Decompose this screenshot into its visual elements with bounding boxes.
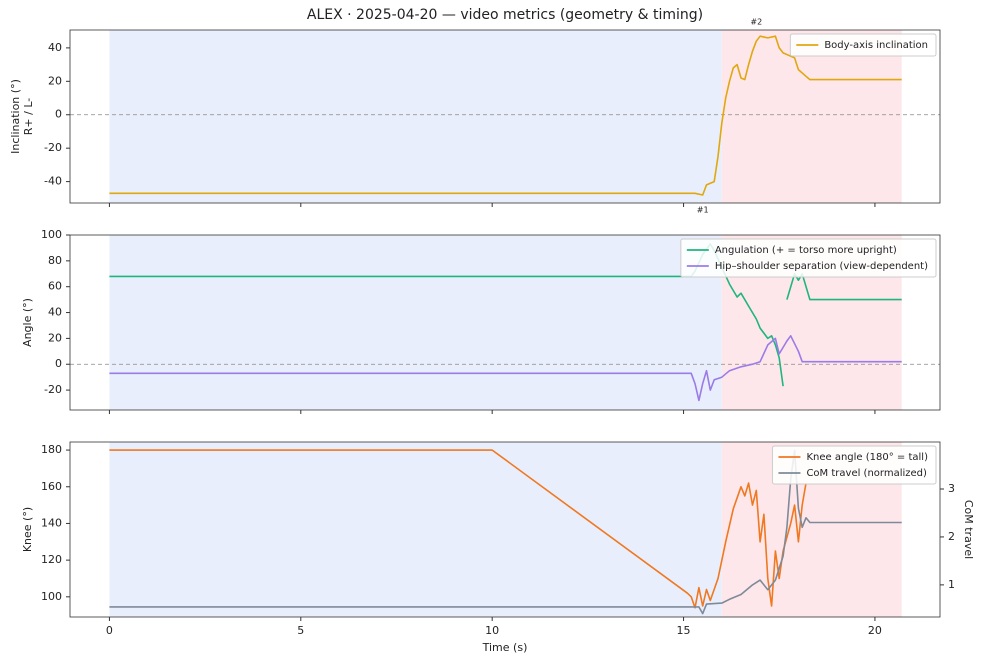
y2-axis-label: CoM travel: [962, 500, 975, 559]
y-tick-label: 60: [48, 280, 62, 293]
y-tick-label: 0: [55, 357, 62, 370]
legend: Angulation (+ = torso more upright) Hip–s…: [680, 238, 937, 278]
phase-span: [109, 235, 722, 410]
phase-span: [721, 30, 902, 203]
y-tick-label: 40: [48, 41, 62, 54]
y-tick-label: -40: [44, 175, 62, 188]
y-axis-label: R+ / L-: [22, 98, 35, 135]
y-tick-label: -20: [44, 383, 62, 396]
x-tick-label: 10: [485, 624, 499, 637]
y-tick-label: 20: [48, 74, 62, 87]
legend-label: CoM travel (normalized): [806, 468, 927, 479]
legend-box: [789, 33, 937, 57]
axes-frame: [69, 441, 941, 618]
y-tick-label: -20: [44, 141, 62, 154]
y-axis-label: Angle (°): [21, 298, 34, 347]
y-tick-label: 100: [41, 228, 62, 241]
series-line: [109, 35, 902, 196]
y2-tick-label: 3: [948, 482, 955, 495]
axes-frame: [69, 29, 941, 204]
y-axis-label: Inclination (°): [9, 79, 22, 154]
legend-box: [771, 445, 937, 485]
legend-label: Hip–shoulder separation (view-dependent): [715, 261, 928, 272]
y-tick-label: 120: [41, 553, 62, 566]
y-tick-label: 180: [41, 443, 62, 456]
series-line: [109, 335, 902, 402]
y-axis-label: Knee (°): [21, 507, 34, 552]
y2-tick-label: 2: [948, 530, 955, 543]
legend-label: Body-axis inclination: [824, 40, 928, 51]
x-tick-label: 20: [868, 624, 882, 637]
legend: Body-axis inclination: [789, 33, 937, 57]
x-tick-label: 0: [106, 624, 113, 637]
y-tick-label: 160: [41, 480, 62, 493]
legend-label: Knee angle (180° = tall): [806, 452, 928, 463]
annotation: #1: [697, 206, 709, 215]
y-tick-label: 140: [41, 516, 62, 529]
y-tick-label: 0: [55, 108, 62, 121]
y-tick-label: 40: [48, 306, 62, 319]
series-line: [109, 449, 902, 615]
y-tick-label: 100: [41, 590, 62, 603]
legend-label: Angulation (+ = torso more upright): [715, 245, 897, 256]
figure-title: ALEX · 2025-04-20 — video metrics (geome…: [307, 7, 703, 23]
phase-span: [109, 442, 722, 617]
legend-box: [680, 238, 937, 278]
annotation: #2: [750, 18, 762, 27]
phase-span: [109, 30, 722, 203]
legend: Knee angle (180° = tall) CoM travel (norm…: [771, 445, 937, 485]
axes-frame: [69, 234, 941, 411]
x-tick-label: 15: [677, 624, 691, 637]
y-tick-label: 20: [48, 331, 62, 344]
x-tick-label: 5: [297, 624, 304, 637]
y-tick-label: 80: [48, 254, 62, 267]
x-axis-label: Time (s): [482, 641, 528, 654]
y2-tick-label: 1: [948, 578, 955, 591]
